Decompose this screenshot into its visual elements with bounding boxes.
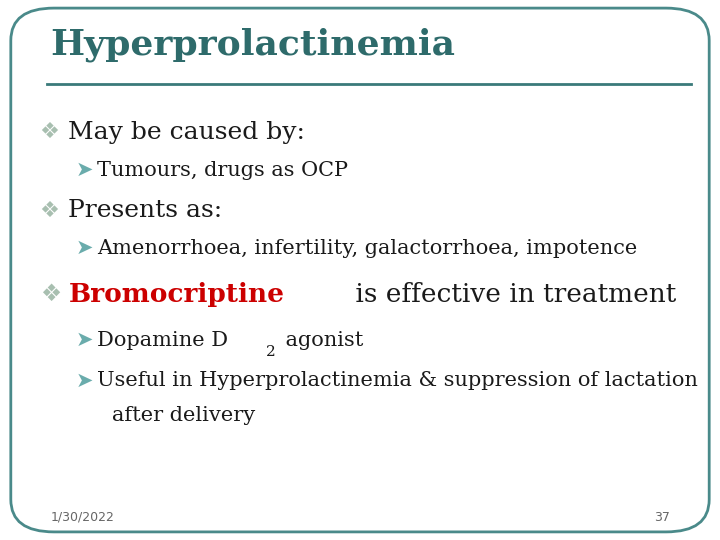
Text: ➤: ➤: [76, 160, 93, 180]
Text: ❖: ❖: [40, 200, 60, 221]
Text: Useful in Hyperprolactinemia & suppression of lactation: Useful in Hyperprolactinemia & suppressi…: [97, 371, 698, 390]
Text: Amenorrhoea, infertility, galactorrhoea, impotence: Amenorrhoea, infertility, galactorrhoea,…: [97, 239, 637, 258]
Text: is effective in treatment: is effective in treatment: [347, 282, 676, 307]
Text: 37: 37: [654, 511, 670, 524]
Text: ➤: ➤: [76, 370, 93, 391]
Text: Bromocriptine: Bromocriptine: [68, 282, 284, 307]
Text: after delivery: after delivery: [112, 406, 255, 426]
Text: ➤: ➤: [76, 238, 93, 259]
Text: ❖: ❖: [40, 122, 60, 143]
Text: ➤: ➤: [76, 330, 93, 350]
Text: Presents as:: Presents as:: [68, 199, 222, 222]
Text: ❖: ❖: [40, 282, 60, 306]
Text: 2: 2: [266, 345, 276, 359]
FancyBboxPatch shape: [11, 8, 709, 532]
Text: Hyperprolactinemia: Hyperprolactinemia: [50, 28, 455, 62]
Text: Tumours, drugs as OCP: Tumours, drugs as OCP: [97, 160, 348, 180]
Text: 1/30/2022: 1/30/2022: [50, 511, 114, 524]
Text: agonist: agonist: [279, 330, 364, 350]
Text: May be caused by:: May be caused by:: [68, 121, 305, 144]
Text: Dopamine D: Dopamine D: [97, 330, 228, 350]
